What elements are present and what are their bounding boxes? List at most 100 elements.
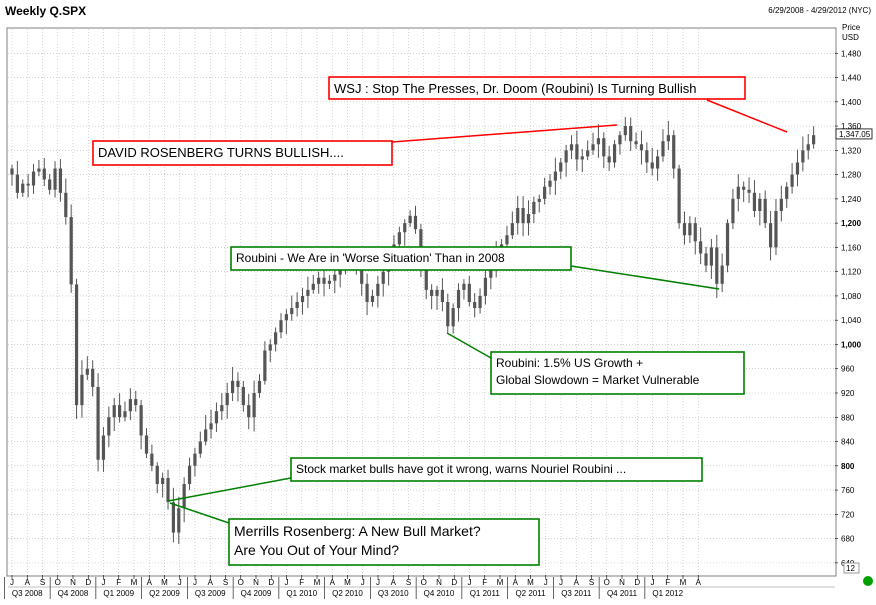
candle-body bbox=[516, 207, 520, 224]
candle-body bbox=[333, 274, 337, 281]
month-label: A bbox=[513, 578, 519, 587]
quarter-label: Q2 2009 bbox=[149, 589, 180, 598]
month-label: J bbox=[178, 578, 182, 587]
annotation-box bbox=[230, 246, 572, 271]
candle-body bbox=[526, 214, 531, 224]
date-range-label: 6/29/2008 - 4/29/2012 (NYC) bbox=[768, 6, 871, 15]
candle-body bbox=[161, 477, 165, 484]
quarter-label: Q1 2010 bbox=[286, 589, 317, 598]
candle-body bbox=[618, 135, 622, 145]
annotation-pointer bbox=[446, 332, 492, 359]
candle-body bbox=[666, 135, 670, 142]
candle-body bbox=[171, 502, 175, 533]
candle-body bbox=[80, 374, 84, 406]
candle-body bbox=[758, 198, 762, 211]
candle-body bbox=[139, 405, 143, 436]
candle-body bbox=[677, 168, 681, 224]
price-tick-label: 960 bbox=[841, 365, 855, 374]
price-tick-label: 800 bbox=[841, 462, 855, 471]
candle-body bbox=[214, 411, 219, 424]
candle-body bbox=[688, 223, 692, 236]
month-label: A bbox=[147, 578, 153, 587]
candle-body bbox=[446, 302, 450, 327]
candle-body bbox=[403, 223, 407, 233]
candle-body bbox=[656, 156, 660, 169]
annotation-pointer bbox=[167, 477, 292, 502]
month-label: D bbox=[85, 578, 91, 587]
candle-body bbox=[26, 183, 30, 186]
candle-body bbox=[559, 162, 563, 172]
plot-frame bbox=[6, 27, 837, 577]
month-label: N bbox=[619, 578, 625, 587]
candle-body bbox=[602, 138, 606, 157]
candle-body bbox=[257, 380, 262, 393]
month-label: A bbox=[391, 578, 397, 587]
month-label: A bbox=[574, 578, 580, 587]
annotation-text: Roubini: 1.5% US Growth + bbox=[496, 356, 643, 370]
candle-body bbox=[612, 144, 617, 163]
month-label: F bbox=[116, 578, 121, 587]
candle-body bbox=[101, 435, 106, 460]
month-label: J bbox=[376, 578, 380, 587]
candle-body bbox=[327, 280, 332, 284]
candle-body bbox=[155, 465, 159, 484]
candle-body bbox=[774, 211, 778, 248]
candle-body bbox=[376, 283, 380, 296]
month-label: J bbox=[193, 578, 197, 587]
candle-body bbox=[543, 186, 547, 199]
candle-body bbox=[311, 283, 315, 290]
candle-body bbox=[322, 277, 326, 284]
candle-body bbox=[645, 150, 649, 163]
price-tick-label: 1,360 bbox=[841, 122, 862, 131]
month-label: O bbox=[55, 578, 61, 587]
price-tick-label: 1,160 bbox=[841, 243, 862, 252]
month-label: J bbox=[10, 578, 14, 587]
quarter-label: Q3 2011 bbox=[561, 589, 592, 598]
price-tick-label: 1,000 bbox=[841, 340, 862, 349]
candle-body bbox=[629, 126, 633, 142]
candle-body bbox=[247, 405, 251, 418]
candle-body bbox=[763, 198, 767, 224]
price-axis: Price USD 6406807207608008408809209601,0… bbox=[835, 23, 862, 568]
month-label: J bbox=[544, 578, 548, 587]
candle-body bbox=[182, 484, 186, 509]
quarter-label: Q2 2010 bbox=[332, 589, 363, 598]
candle-body bbox=[801, 150, 805, 163]
annotation-box bbox=[328, 76, 746, 100]
quarter-label: Q3 2008 bbox=[12, 589, 43, 598]
candle-body bbox=[795, 162, 800, 175]
candle-body bbox=[779, 198, 783, 211]
candle-body bbox=[134, 399, 138, 406]
price-tick-label: 680 bbox=[841, 535, 855, 544]
month-label: J bbox=[559, 578, 563, 587]
candle-body bbox=[742, 186, 746, 190]
candle-body bbox=[15, 174, 19, 193]
candle-body bbox=[300, 295, 305, 302]
candle-body bbox=[21, 183, 25, 193]
month-label: M bbox=[314, 578, 321, 587]
candle-body bbox=[177, 508, 181, 533]
price-tick-label: 720 bbox=[841, 510, 855, 519]
candle-body bbox=[295, 302, 299, 309]
candle-body bbox=[187, 465, 192, 484]
candle-body bbox=[284, 314, 288, 321]
candle-body bbox=[489, 265, 493, 278]
candle-body bbox=[747, 189, 751, 193]
candle-body bbox=[435, 289, 439, 296]
candle-body bbox=[53, 168, 57, 190]
candle-body bbox=[634, 141, 638, 145]
month-label: N bbox=[253, 578, 259, 587]
candle-body bbox=[317, 277, 321, 284]
month-label: D bbox=[634, 578, 640, 587]
candle-body bbox=[42, 168, 46, 180]
candle-body bbox=[48, 179, 52, 190]
month-label: J bbox=[285, 578, 289, 587]
candle-body bbox=[785, 186, 789, 199]
price-tick-label: 1,120 bbox=[841, 268, 862, 277]
quarter-label: Q4 2009 bbox=[241, 589, 272, 598]
annotation-pointer bbox=[169, 502, 230, 524]
annotation-rosenberg-bullish: DAVID ROSENBERG TURNS BULLISH.... bbox=[92, 124, 618, 166]
candle-body bbox=[580, 156, 584, 160]
annotation-text: Are You Out of Your Mind? bbox=[234, 542, 399, 558]
